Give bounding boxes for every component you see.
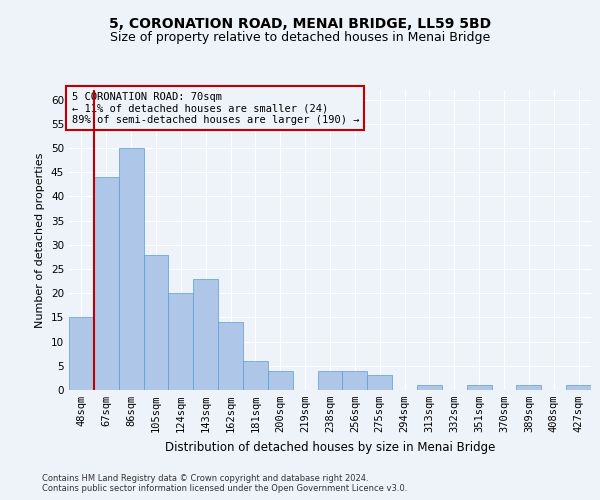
Text: 5 CORONATION ROAD: 70sqm
← 11% of detached houses are smaller (24)
89% of semi-d: 5 CORONATION ROAD: 70sqm ← 11% of detach… <box>71 92 359 124</box>
Bar <box>517 385 541 390</box>
Text: 5, CORONATION ROAD, MENAI BRIDGE, LL59 5BD: 5, CORONATION ROAD, MENAI BRIDGE, LL59 5… <box>109 18 491 32</box>
Bar <box>193 278 218 390</box>
Bar <box>119 148 143 390</box>
Text: Contains public sector information licensed under the Open Government Licence v3: Contains public sector information licen… <box>42 484 407 493</box>
Bar <box>467 385 491 390</box>
Bar <box>143 254 169 390</box>
X-axis label: Distribution of detached houses by size in Menai Bridge: Distribution of detached houses by size … <box>165 440 495 454</box>
Bar <box>218 322 243 390</box>
Bar <box>317 370 343 390</box>
Bar <box>169 293 193 390</box>
Text: Contains HM Land Registry data © Crown copyright and database right 2024.: Contains HM Land Registry data © Crown c… <box>42 474 368 483</box>
Bar <box>566 385 591 390</box>
Bar <box>94 177 119 390</box>
Text: Size of property relative to detached houses in Menai Bridge: Size of property relative to detached ho… <box>110 31 490 44</box>
Y-axis label: Number of detached properties: Number of detached properties <box>35 152 46 328</box>
Bar <box>343 370 367 390</box>
Bar <box>268 370 293 390</box>
Bar <box>69 318 94 390</box>
Bar <box>367 376 392 390</box>
Bar <box>417 385 442 390</box>
Bar <box>243 361 268 390</box>
